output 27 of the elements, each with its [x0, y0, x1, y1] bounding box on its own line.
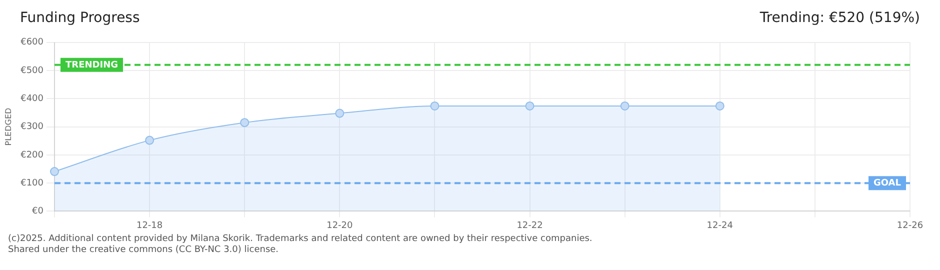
- chart-title: Funding Progress: [20, 10, 140, 28]
- x-tick-label: 12-18: [136, 220, 163, 231]
- y-tick-label: €500: [20, 66, 44, 76]
- text: (c)2025. Additional content provided by Milana Skorik. Trademarks and related content are owned by their respective companies.: [8, 234, 594, 245]
- y-tick-label: €400: [20, 94, 44, 104]
- x-tick-label: 12-20: [326, 220, 354, 231]
- y-tick-label: €200: [20, 150, 44, 160]
- x-tick-label: 12-26: [896, 220, 924, 231]
- y-tick-label: €0: [32, 206, 44, 217]
- y-tick-label: €600: [20, 38, 44, 48]
- point: [335, 108, 344, 118]
- y-axis-title: PLEDGED: [4, 108, 13, 146]
- ref-line-label: TRENDING: [66, 60, 118, 70]
- ref-line-label: GOAL: [874, 178, 902, 188]
- y-tick-label: €100: [20, 178, 44, 188]
- text: Trending: €520 (519%): [760, 10, 920, 28]
- point: [430, 101, 440, 110]
- point: [240, 118, 250, 128]
- text: Shared under the creative commons (CC BY-NC 3.0) license.: [8, 245, 280, 256]
- y-tick-label: €300: [20, 122, 44, 132]
- point: [145, 136, 154, 145]
- point: [620, 101, 630, 110]
- point: [50, 167, 60, 176]
- x-tick-label: 12-22: [516, 220, 543, 231]
- point: [525, 101, 534, 110]
- point: [715, 101, 724, 110]
- x-tick-label: 12-24: [706, 220, 734, 231]
